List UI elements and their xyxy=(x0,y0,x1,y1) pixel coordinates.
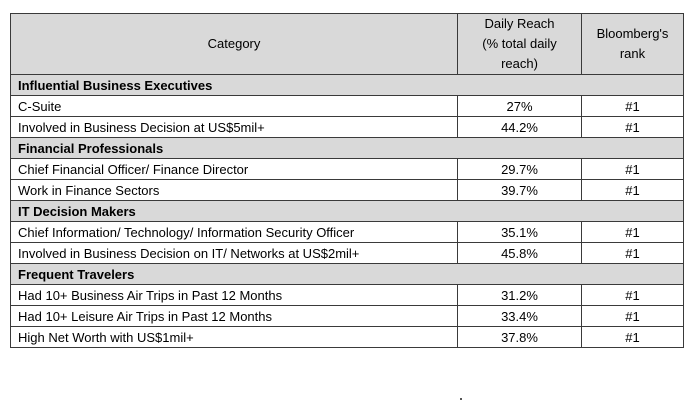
daily-reach-column-header: Daily Reach (% total daily reach) xyxy=(457,13,582,75)
table-row: Involved in Business Decision at US$5mil… xyxy=(10,116,684,138)
section-title: Frequent Travelers xyxy=(10,263,684,285)
category-cell: Work in Finance Sectors xyxy=(10,179,458,201)
section-row: Financial Professionals xyxy=(10,137,684,159)
section-title: Influential Business Executives xyxy=(10,74,684,96)
reach-cell: 27% xyxy=(457,95,582,117)
table-header-row: Category Daily Reach (% total daily reac… xyxy=(10,13,684,75)
stray-dot xyxy=(460,398,462,400)
reach-cell: 29.7% xyxy=(457,158,582,180)
section-row: Frequent Travelers xyxy=(10,263,684,285)
audience-reach-table: Category Daily Reach (% total daily reac… xyxy=(10,13,684,348)
rank-column-header: Bloomberg's rank xyxy=(581,13,684,75)
rank-cell: #1 xyxy=(581,305,684,327)
category-cell: Chief Information/ Technology/ Informati… xyxy=(10,221,458,243)
table-row: High Net Worth with US$1mil+ 37.8% #1 xyxy=(10,326,684,348)
category-cell: Had 10+ Leisure Air Trips in Past 12 Mon… xyxy=(10,305,458,327)
table-row: Involved in Business Decision on IT/ Net… xyxy=(10,242,684,264)
rank-cell: #1 xyxy=(581,179,684,201)
table-row: Had 10+ Business Air Trips in Past 12 Mo… xyxy=(10,284,684,306)
reach-cell: 35.1% xyxy=(457,221,582,243)
category-cell: Involved in Business Decision at US$5mil… xyxy=(10,116,458,138)
rank-cell: #1 xyxy=(581,158,684,180)
category-cell: Chief Financial Officer/ Finance Directo… xyxy=(10,158,458,180)
section-title: Financial Professionals xyxy=(10,137,684,159)
reach-cell: 37.8% xyxy=(457,326,582,348)
table-row: Chief Financial Officer/ Finance Directo… xyxy=(10,158,684,180)
category-cell: Had 10+ Business Air Trips in Past 12 Mo… xyxy=(10,284,458,306)
section-row: Influential Business Executives xyxy=(10,74,684,96)
section-row: IT Decision Makers xyxy=(10,200,684,222)
category-cell: Involved in Business Decision on IT/ Net… xyxy=(10,242,458,264)
table-row: C-Suite 27% #1 xyxy=(10,95,684,117)
reach-cell: 45.8% xyxy=(457,242,582,264)
reach-cell: 39.7% xyxy=(457,179,582,201)
category-cell: C-Suite xyxy=(10,95,458,117)
table-row: Had 10+ Leisure Air Trips in Past 12 Mon… xyxy=(10,305,684,327)
reach-cell: 33.4% xyxy=(457,305,582,327)
rank-cell: #1 xyxy=(581,242,684,264)
rank-cell: #1 xyxy=(581,221,684,243)
reach-cell: 44.2% xyxy=(457,116,582,138)
rank-cell: #1 xyxy=(581,326,684,348)
table-row: Work in Finance Sectors 39.7% #1 xyxy=(10,179,684,201)
rank-cell: #1 xyxy=(581,284,684,306)
reach-cell: 31.2% xyxy=(457,284,582,306)
rank-cell: #1 xyxy=(581,116,684,138)
category-column-header: Category xyxy=(10,13,458,75)
category-cell: High Net Worth with US$1mil+ xyxy=(10,326,458,348)
table-row: Chief Information/ Technology/ Informati… xyxy=(10,221,684,243)
section-title: IT Decision Makers xyxy=(10,200,684,222)
rank-cell: #1 xyxy=(581,95,684,117)
